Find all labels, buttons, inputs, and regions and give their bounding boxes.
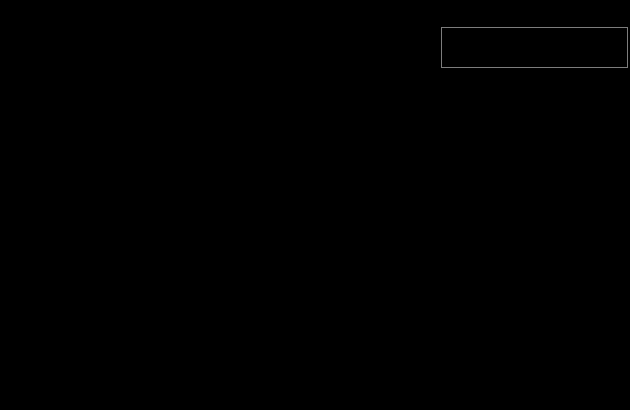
- chart-legend: [441, 27, 628, 68]
